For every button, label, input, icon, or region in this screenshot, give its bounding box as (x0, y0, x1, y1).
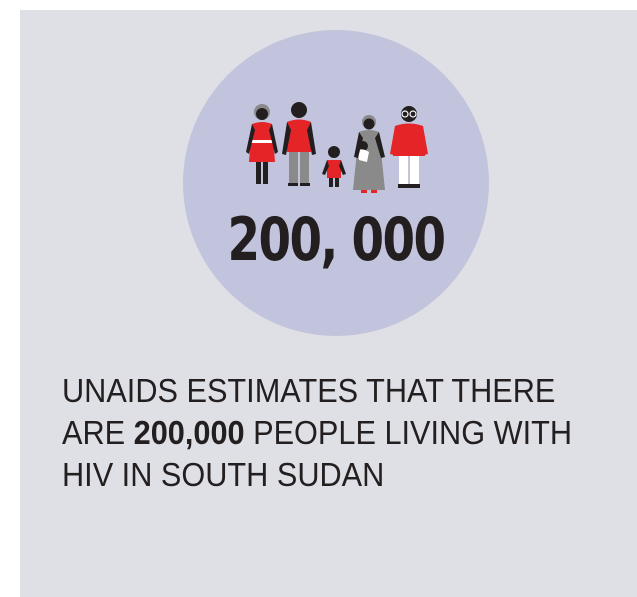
statement-before: UNAIDS ESTIMATES THAT THERE ARE (62, 372, 556, 451)
elder-figure-icon (390, 106, 428, 188)
man-figure-icon (282, 102, 316, 186)
child-figure-icon (322, 146, 346, 187)
headline-number: 200, 000 (227, 205, 447, 275)
statement-after: PEOPLE LIVING WITH HIV IN SOUTH SUDAN (62, 414, 573, 493)
woman-figure-icon (246, 104, 278, 184)
statement-text: UNAIDS ESTIMATES THAT THERE ARE 200,000 … (62, 370, 583, 496)
statement-highlight: 200,000 (133, 414, 245, 451)
family-icon (246, 102, 428, 193)
infographic-card: 200, 000 UNAIDS ESTIMATES THAT THERE ARE… (20, 10, 637, 597)
mother-figure-icon (353, 115, 385, 193)
